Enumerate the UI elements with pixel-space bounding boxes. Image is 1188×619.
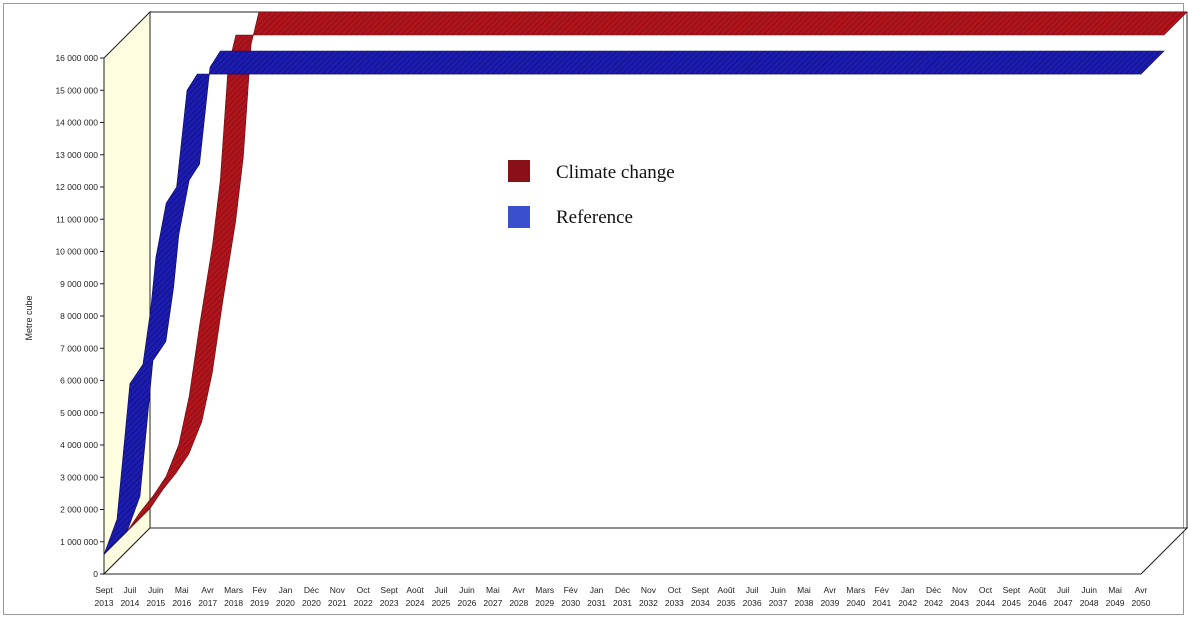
back-wall-border <box>149 11 1187 528</box>
x-tick-label: Fév 2041 <box>872 585 891 608</box>
x-tick-label: Avr 2017 <box>198 585 217 608</box>
x-tick-label: Juin 2026 <box>457 585 476 608</box>
x-tick-label: Juin 2015 <box>146 585 165 608</box>
x-tick-label: Juin 2037 <box>769 585 788 608</box>
y-tick-label: 13 000 000 <box>55 150 98 160</box>
x-tick-label: Jan 2031 <box>587 585 606 608</box>
x-tick-label: Nov 2021 <box>328 585 347 608</box>
x-tick-label: Déc 2042 <box>924 585 943 608</box>
y-tick-label: 14 000 000 <box>55 118 98 128</box>
x-tick-label: Juil 2025 <box>432 585 451 608</box>
x-tick-label: Oct 2044 <box>976 585 995 608</box>
x-tick-label: Juil 2047 <box>1054 585 1073 608</box>
x-tick-label: Sept 2034 <box>691 585 710 608</box>
x-axis-ticks: Sept 2013 Juil 2014 Juin 2015 Mai 2016 Avr 2017 Ma… <box>95 585 1151 608</box>
x-tick-label: Août 2046 <box>1028 585 1047 608</box>
y-tick-label: 1 000 000 <box>60 537 98 547</box>
y-tick-label: 4 000 000 <box>60 440 98 450</box>
x-tick-label: Juil 2014 <box>120 585 139 608</box>
y-tick-label: 6 000 000 <box>60 376 98 386</box>
x-tick-label: Mai 2038 <box>795 585 814 608</box>
x-tick-label: Mars 2040 <box>846 585 865 608</box>
x-tick-label: Déc 2031 <box>613 585 632 608</box>
x-tick-label: Août 2035 <box>717 585 736 608</box>
x-tick-label: Fév 2019 <box>250 585 269 608</box>
y-tick-label: 3 000 000 <box>60 472 98 482</box>
x-tick-label: Sept 2013 <box>95 585 114 608</box>
plot-walls <box>102 10 1188 576</box>
series-ribbon-climate-change <box>126 11 1188 532</box>
x-tick-label: Avr 2050 <box>1132 585 1151 608</box>
x-tick-label: Mai 2016 <box>172 585 191 608</box>
x-tick-label: Mars 2029 <box>535 585 554 608</box>
x-tick-label: Jan 2020 <box>276 585 295 608</box>
legend-label-climate-change: Climate change <box>556 162 675 183</box>
legend-swatch-reference <box>508 206 530 228</box>
x-tick-label: Déc 2020 <box>302 585 321 608</box>
x-tick-label: Mai 2049 <box>1106 585 1125 608</box>
x-tick-label: Avr 2028 <box>509 585 528 608</box>
outer-border <box>3 3 1184 615</box>
x-tick-label: Avr 2039 <box>820 585 839 608</box>
x-tick-label: Sept 2045 <box>1002 585 1021 608</box>
y-tick-label: 15 000 000 <box>55 85 98 95</box>
x-tick-label: Fév 2030 <box>561 585 580 608</box>
legend: Climate change Reference <box>508 160 675 228</box>
y-tick-label: 5 000 000 <box>60 408 98 418</box>
x-tick-label: Mars 2018 <box>224 585 243 608</box>
x-tick-label: Oct 2022 <box>354 585 373 608</box>
floor <box>102 527 1188 575</box>
x-tick-label: Jan 2042 <box>898 585 917 608</box>
series-layer <box>103 11 1188 555</box>
x-tick-label: Août 2024 <box>406 585 425 608</box>
x-tick-label: Juin 2048 <box>1080 585 1099 608</box>
y-tick-label: 12 000 000 <box>55 182 98 192</box>
y-tick-label: 9 000 000 <box>60 279 98 289</box>
legend-swatch-climate-change <box>508 160 530 182</box>
y-axis-label: Metre cube <box>24 295 34 340</box>
series-ribbon-reference <box>103 50 1165 555</box>
x-tick-label: Nov 2043 <box>950 585 969 608</box>
x-tick-label: Juil 2036 <box>743 585 762 608</box>
y-tick-label: 11 000 000 <box>56 214 98 224</box>
y-tick-label: 16 000 000 <box>55 53 98 63</box>
y-tick-label: 8 000 000 <box>60 311 98 321</box>
x-tick-label: Mai 2027 <box>483 585 502 608</box>
x-tick-label: Nov 2032 <box>639 585 658 608</box>
y-tick-label: 0 <box>93 569 98 579</box>
y-tick-label: 10 000 000 <box>55 247 98 257</box>
x-tick-label: Oct 2033 <box>665 585 684 608</box>
x-tick-label: Sept 2023 <box>380 585 399 608</box>
y-tick-label: 2 000 000 <box>60 505 98 515</box>
y-axis-ticks: 0 1 000 000 2 000 000 3 000 000 4 000 000 5 0… <box>55 53 104 579</box>
y-tick-label: 7 000 000 <box>60 343 98 353</box>
legend-label-reference: Reference <box>556 207 633 228</box>
